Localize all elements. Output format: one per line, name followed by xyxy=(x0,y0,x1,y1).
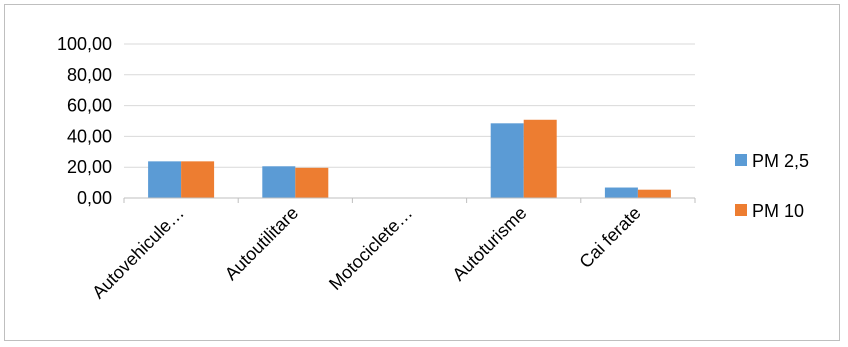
x-category-label: Cai ferate xyxy=(575,203,644,272)
bar-pm-2-5-0 xyxy=(148,161,182,198)
x-axis xyxy=(123,197,696,203)
x-category-label: Autoutilitare xyxy=(221,203,302,284)
x-axis-category-labels: Autovehicule… Autoutilitare Motociclete… Au… xyxy=(88,203,645,303)
legend: PM 2,5 PM 10 xyxy=(735,151,809,221)
y-tick-label: 0,00 xyxy=(77,188,112,208)
bar-pm-2-5-3 xyxy=(490,123,524,198)
bar-pm-10-0 xyxy=(181,161,215,198)
bar-pm-10-4 xyxy=(637,189,671,198)
y-tick-label: 40,00 xyxy=(67,126,112,146)
legend-swatch xyxy=(735,154,747,166)
x-category-label: Motociclete… xyxy=(325,203,416,294)
y-tick-label: 80,00 xyxy=(67,65,112,85)
y-axis-tick-labels: 0,00 20,00 40,00 60,00 80,00 100,00 xyxy=(57,34,112,208)
x-category-label: Autoturisme xyxy=(448,203,530,285)
legend-label: PM 10 xyxy=(752,201,804,221)
bar-pm-10-3 xyxy=(523,119,557,198)
y-tick-label: 100,00 xyxy=(57,34,112,54)
gridlines xyxy=(124,43,695,168)
bar-pm-10-1 xyxy=(295,167,329,198)
y-tick-label: 60,00 xyxy=(67,96,112,116)
x-category-label: Autovehicule… xyxy=(88,203,188,303)
y-tick-label: 20,00 xyxy=(67,157,112,177)
legend-swatch xyxy=(735,204,747,216)
bar-pm-2-5-4 xyxy=(604,187,638,198)
bars xyxy=(148,119,671,198)
bar-pm-2-5-1 xyxy=(262,166,296,198)
legend-label: PM 2,5 xyxy=(752,151,809,171)
chart-frame xyxy=(4,4,840,341)
